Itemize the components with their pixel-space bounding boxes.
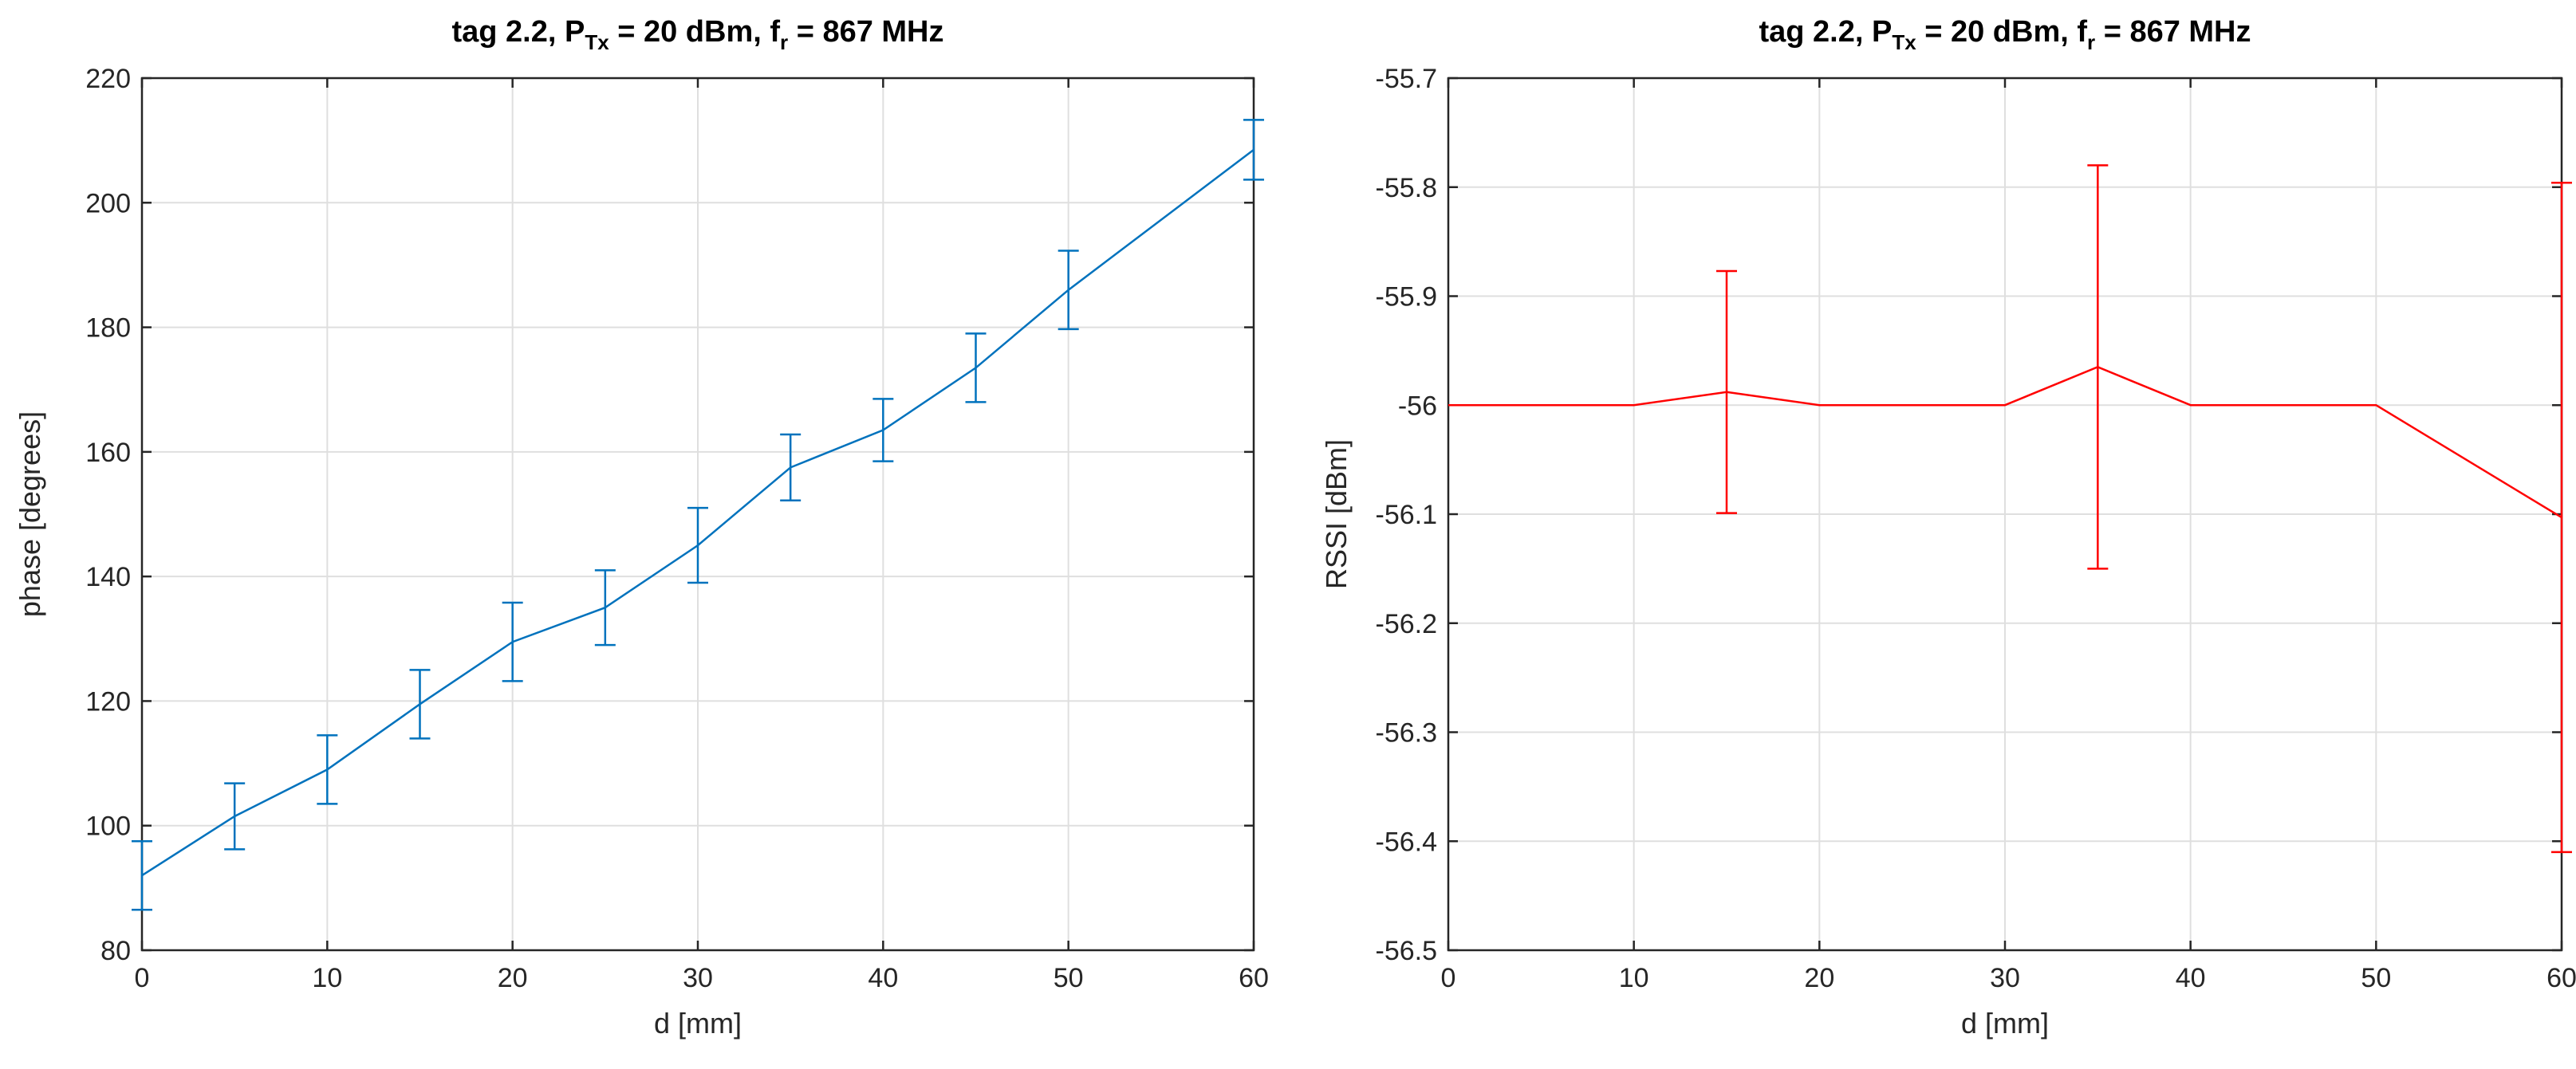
error-bar: [1243, 119, 1264, 181]
x-tick-label: 30: [1990, 963, 2020, 993]
y-tick-label: -55.7: [1376, 64, 1438, 94]
x-axis-label: d [mm]: [1961, 1007, 2049, 1040]
y-tick-label: -56.1: [1376, 500, 1438, 530]
x-tick-label: 60: [1239, 963, 1269, 993]
chart-panel-2: 0 10 20 30 40 50 60 -56.5 -56.4 -56.3 -56.2 -56.1 -5…: [1320, 15, 2576, 1040]
y-tick-label: -56.4: [1376, 827, 1438, 857]
x-axis-label: d [mm]: [654, 1007, 742, 1040]
x-tick-label: 10: [312, 963, 342, 993]
error-bar: [687, 506, 708, 584]
chart-title: tag 2.2, PTx = 20 dBm, fr = 867 MHz: [1759, 15, 2251, 54]
y-axis-label: RSSI [dBm]: [1320, 439, 1353, 589]
y-axis-label: phase [degrees]: [14, 411, 46, 617]
y-tick-label: -56.3: [1376, 718, 1438, 749]
y-tick-label: 80: [100, 936, 131, 966]
chart-panel-1: 0 10 20 30 40 50 60 80 100 120 140 160 180 200 220 d [m…: [14, 15, 1269, 1040]
x-tick-label: 0: [135, 963, 150, 993]
y-tick-label: 120: [85, 686, 131, 717]
y-tick-label: 100: [85, 812, 131, 842]
y-tick-label: -56: [1398, 391, 1437, 421]
x-tick-label: 30: [683, 963, 713, 993]
x-tick-label: 60: [2546, 963, 2576, 993]
x-tick-label: 40: [2176, 963, 2206, 993]
error-bar: [1716, 269, 1737, 514]
y-tick-label: -56.2: [1376, 609, 1438, 639]
series-line-phase: [141, 148, 1255, 877]
error-bar: [1058, 250, 1079, 331]
y-tick-label: 200: [85, 188, 131, 218]
y-tick-label: -55.8: [1376, 173, 1438, 203]
error-bar: [965, 332, 987, 403]
error-bar: [317, 734, 338, 805]
error-bar: [2087, 164, 2109, 570]
x-tick-label: 0: [1441, 963, 1456, 993]
y-tick-label: 140: [85, 562, 131, 592]
error-bar: [872, 398, 894, 462]
x-tick-label: 20: [498, 963, 528, 993]
y-tick-label: -55.9: [1376, 282, 1438, 312]
x-tick-label: 50: [1054, 963, 1084, 993]
x-tick-label: 20: [1804, 963, 1834, 993]
x-tick-label: 50: [2361, 963, 2391, 993]
x-tick-label: 10: [1619, 963, 1649, 993]
error-bar: [409, 669, 431, 740]
error-bar: [224, 782, 246, 851]
x-tick-label: 40: [868, 963, 898, 993]
error-bar: [780, 433, 802, 502]
y-tick-label: 160: [85, 438, 131, 468]
error-bar: [594, 569, 616, 647]
y-tick-label: -56.5: [1376, 936, 1438, 966]
series-line-rssi: [1448, 366, 2562, 519]
y-tick-label: 180: [85, 313, 131, 344]
error-bar: [502, 601, 523, 682]
chart-title: tag 2.2, PTx = 20 dBm, fr = 867 MHz: [451, 15, 943, 54]
error-bar: [132, 840, 152, 911]
error-bar: [2551, 182, 2572, 854]
y-tick-label: 220: [85, 64, 131, 94]
